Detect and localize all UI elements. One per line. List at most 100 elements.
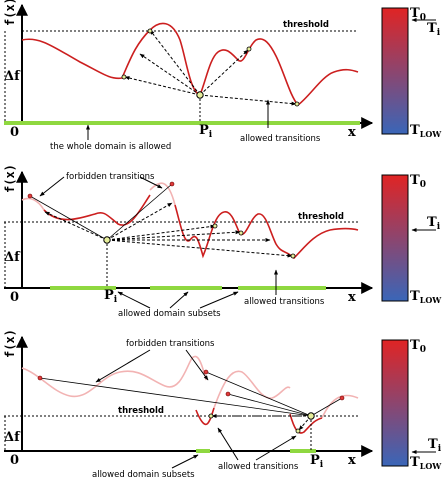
origin-label: 0: [10, 290, 19, 305]
annotation-arrow: [255, 435, 297, 461]
transition-arrow: [106, 230, 241, 241]
panel-2: f(x) Δf 0 x threshold Pi forbidden trans…: [3, 164, 442, 319]
f-axis-label: f(x): [3, 0, 17, 26]
annotation-whole-domain: the whole domain is allowed: [50, 142, 171, 152]
transition-arrow: [139, 53, 201, 96]
annotation-arrow: [169, 291, 189, 309]
annotation-arrow: [217, 427, 239, 461]
candidate-point: [208, 413, 214, 419]
annotation-arrow: [39, 176, 65, 197]
forbidden-point: [203, 369, 209, 375]
annotation-arrow: [171, 454, 199, 469]
x-axis-label: x: [348, 453, 356, 468]
forbidden-transition-line: [106, 183, 173, 241]
forbidden-transitions: [39, 371, 343, 417]
annotation-allowed-transitions: allowed transitions: [240, 134, 321, 144]
forbidden-point: [169, 181, 175, 187]
colorbar-bottom-label: TLOW: [410, 123, 442, 139]
forbidden-curve-segment: [21, 355, 359, 419]
annotation-forbidden-transitions: forbidden transitions: [66, 172, 155, 182]
transition-arrow: [124, 76, 201, 96]
current-point-marker: [307, 412, 315, 420]
origin-label: 0: [10, 125, 19, 140]
forbidden-curve-segment: [21, 182, 176, 211]
colorbar-marker-label: Ti: [428, 437, 442, 454]
current-point-marker: [196, 91, 204, 99]
forbidden-points: [27, 181, 175, 199]
point-label: Pi: [199, 123, 213, 140]
delta-f-label: Δf: [4, 69, 21, 84]
forbidden-points: [37, 369, 345, 401]
forbidden-transition-line: [39, 377, 312, 417]
f-axis-label: f(x): [3, 164, 17, 193]
point-label: Pi: [310, 453, 324, 470]
threshold-label: threshold: [118, 406, 164, 416]
transition-arrow: [106, 224, 216, 241]
forbidden-transition-line: [310, 397, 343, 417]
annotation-arrow: [139, 176, 163, 189]
candidate-point: [121, 74, 127, 80]
colorbar-marker-label: Ti: [427, 21, 441, 38]
x-axis-label: x: [348, 125, 356, 140]
forbidden-point: [339, 395, 345, 401]
transition-arrow: [149, 29, 201, 96]
temperature-colorbar: [381, 7, 409, 135]
forbidden-transition-line: [205, 371, 312, 417]
colorbar-bottom-label: TLOW: [410, 455, 442, 471]
transition-arrow: [199, 49, 249, 96]
origin-label: 0: [10, 453, 19, 468]
objective-curve: [43, 194, 359, 260]
point-label: Pi: [104, 288, 118, 305]
x-axis-label: x: [348, 290, 356, 305]
annotation-arrow: [117, 291, 151, 309]
annotation-allowed-domain-subsets: allowed domain subsets: [92, 470, 195, 480]
forbidden-transitions: [29, 183, 173, 241]
transition-arrow: [298, 415, 312, 431]
delta-f-label: Δf: [4, 430, 21, 445]
colorbar-top-label: T0: [410, 338, 426, 355]
objective-curve: [195, 407, 323, 434]
transition-arrow: [44, 211, 108, 241]
colorbar-bottom-label: TLOW: [410, 289, 442, 305]
annotation-arrow: [185, 349, 209, 381]
candidate-point: [212, 223, 218, 229]
transition-arrows: [44, 202, 293, 258]
candidate-point: [246, 46, 252, 52]
temperature-colorbar: [381, 339, 409, 467]
delta-f-label: Δf: [4, 250, 21, 265]
candidate-point: [238, 230, 244, 236]
annotation-allowed-transitions: allowed transitions: [218, 462, 299, 472]
colorbar-top-label: T0: [410, 6, 426, 23]
candidate-points: [208, 413, 301, 434]
forbidden-transition-line: [227, 393, 312, 417]
candidate-point: [295, 428, 301, 434]
colorbar-top-label: T0: [410, 173, 426, 190]
forbidden-point: [225, 391, 231, 397]
f-axis-label: f(x): [3, 329, 17, 358]
annotation-allowed-domain-subsets: allowed domain subsets: [118, 309, 221, 319]
transition-arrow: [106, 239, 293, 258]
annotation-forbidden-transitions: forbidden transitions: [126, 339, 215, 349]
panel-1: f(x) Δf 0 x threshold Pi the whole domai…: [3, 0, 442, 152]
transition-arrow: [106, 202, 173, 241]
annotation-allowed-transitions: allowed transitions: [244, 297, 325, 307]
forbidden-point: [27, 193, 33, 199]
candidate-point: [294, 101, 300, 107]
forbidden-transition-line: [29, 195, 108, 241]
threshold-label: threshold: [283, 20, 329, 30]
candidate-point: [147, 28, 153, 34]
forbidden-point: [37, 375, 43, 381]
current-point-marker: [103, 236, 111, 244]
transition-arrows: [211, 414, 312, 431]
annotation-arrow: [199, 291, 239, 309]
colorbar-marker-label: Ti: [427, 215, 441, 232]
candidate-points: [121, 28, 300, 107]
candidate-points: [212, 223, 296, 259]
threshold-label: threshold: [298, 212, 344, 222]
transition-arrows: [124, 29, 297, 106]
temperature-colorbar: [381, 174, 409, 302]
annotation-arrow: [95, 349, 151, 383]
transition-arrow: [199, 94, 297, 106]
candidate-point: [290, 253, 296, 259]
